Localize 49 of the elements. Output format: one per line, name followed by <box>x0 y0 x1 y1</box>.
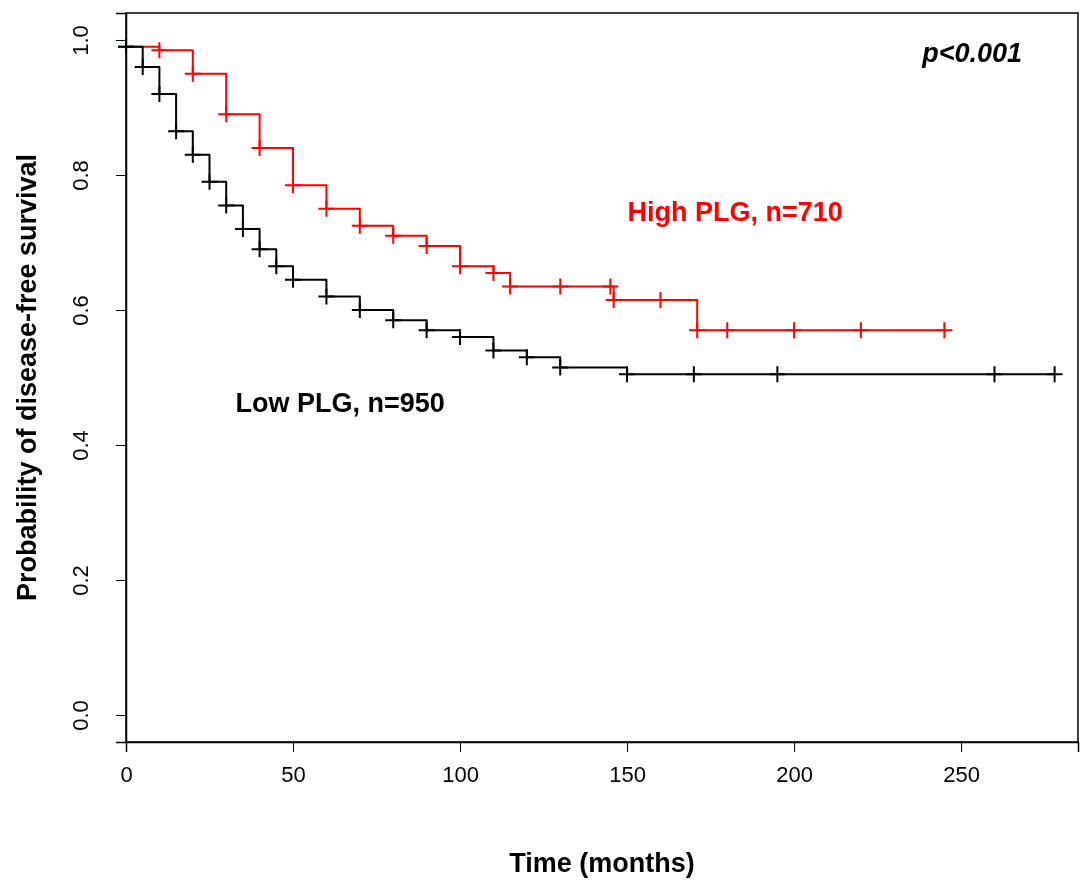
point <box>217 105 236 124</box>
x-tick-label: 0 <box>120 761 133 787</box>
point <box>484 341 503 360</box>
y-tick-label: 0.4 <box>68 430 93 461</box>
point <box>217 196 236 215</box>
series-label: Low PLG, n=950 <box>235 388 445 419</box>
point <box>517 348 536 367</box>
x-tick-label: 250 <box>943 761 980 787</box>
point <box>183 64 202 83</box>
point <box>317 199 336 218</box>
point <box>167 122 186 141</box>
point <box>501 277 520 296</box>
point <box>985 365 1004 384</box>
point <box>1045 365 1064 384</box>
point <box>384 226 403 245</box>
series-label: High PLG, n=710 <box>627 197 843 228</box>
point <box>768 365 787 384</box>
x-axis-title: Time (months) <box>509 848 695 878</box>
y-tick-label: 0.2 <box>68 565 93 596</box>
x-tick-label: 50 <box>281 761 306 787</box>
point <box>267 257 286 276</box>
point <box>718 321 737 340</box>
point <box>601 277 620 296</box>
x-tick-label: 150 <box>609 761 646 787</box>
point <box>851 321 870 340</box>
y-axis-title: Probability of disease-free survival <box>12 153 42 602</box>
y-tick-label: 0.0 <box>68 700 93 731</box>
point <box>317 287 336 306</box>
point <box>350 216 369 235</box>
point <box>183 145 202 164</box>
point <box>785 321 804 340</box>
point <box>417 321 436 340</box>
annotation: p<0.001 <box>921 38 1022 68</box>
point <box>684 365 703 384</box>
x-tick-label: 100 <box>442 761 479 787</box>
x-tick-label: 200 <box>776 761 813 787</box>
y-tick-label: 1.0 <box>68 25 93 56</box>
point <box>200 172 219 191</box>
point <box>618 365 637 384</box>
point <box>451 257 470 276</box>
point <box>688 321 707 340</box>
y-tick-label: 0.8 <box>68 160 93 191</box>
point <box>551 358 570 377</box>
point <box>250 240 269 259</box>
point <box>551 277 570 296</box>
point <box>384 311 403 330</box>
y-tick-label: 0.6 <box>68 295 93 326</box>
point <box>935 321 954 340</box>
point <box>150 41 169 60</box>
